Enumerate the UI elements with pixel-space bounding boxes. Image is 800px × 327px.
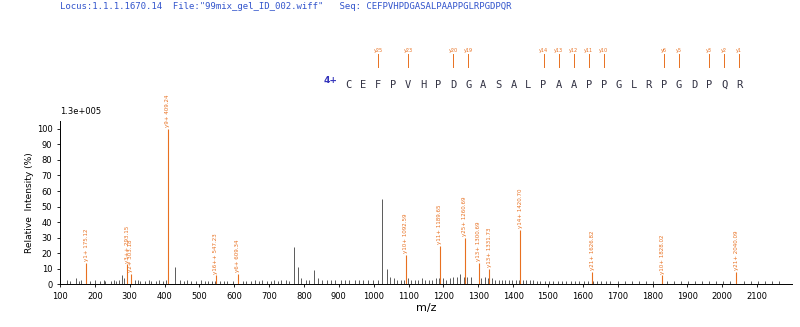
Text: y1+ 175.12: y1+ 175.12 [84, 229, 89, 261]
Text: y6: y6 [661, 48, 667, 53]
Text: y16++ 547.23: y16++ 547.23 [214, 233, 218, 274]
Text: y5: y5 [676, 48, 682, 53]
Text: A: A [570, 80, 577, 90]
Y-axis label: Relative  Intensity (%): Relative Intensity (%) [25, 152, 34, 253]
Text: P: P [586, 80, 592, 90]
Text: Locus:1.1.1.1670.14  File:"99mix_gel_ID_002.wiff"   Seq: CEFPVHPDGASALPAAPPGLRPG: Locus:1.1.1.1670.14 File:"99mix_gel_ID_0… [60, 2, 511, 11]
Text: y14: y14 [539, 48, 548, 53]
Text: y21+ 1626.82: y21+ 1626.82 [590, 231, 594, 270]
Text: y11+ 1189.65: y11+ 1189.65 [438, 204, 442, 244]
Text: G: G [615, 80, 622, 90]
Text: 4+: 4+ [323, 76, 338, 85]
Text: D: D [450, 80, 457, 90]
Text: A: A [480, 80, 486, 90]
Text: y2+ 303.18: y2+ 303.18 [128, 240, 134, 272]
Text: y23: y23 [403, 48, 413, 53]
X-axis label: m/z: m/z [416, 302, 436, 313]
Text: y12: y12 [569, 48, 578, 53]
Text: V: V [405, 80, 411, 90]
Text: P: P [435, 80, 442, 90]
Text: C: C [345, 80, 351, 90]
Text: y13+ 1331.73: y13+ 1331.73 [487, 228, 492, 267]
Text: y19: y19 [464, 48, 473, 53]
Text: P: P [601, 80, 607, 90]
Text: y11: y11 [584, 48, 594, 53]
Text: A: A [555, 80, 562, 90]
Text: Q: Q [721, 80, 727, 90]
Text: y9+ 409.24: y9+ 409.24 [166, 95, 170, 127]
Text: y3++ 293.15: y3++ 293.15 [125, 225, 130, 263]
Text: P: P [706, 80, 712, 90]
Text: y10: y10 [599, 48, 608, 53]
Text: L: L [526, 80, 532, 90]
Text: P: P [390, 80, 396, 90]
Text: G: G [465, 80, 471, 90]
Text: 1.3e+005: 1.3e+005 [60, 107, 101, 116]
Text: H: H [420, 80, 426, 90]
Text: y25: y25 [374, 48, 382, 53]
Text: y1: y1 [736, 48, 742, 53]
Text: L: L [630, 80, 637, 90]
Text: D: D [690, 80, 697, 90]
Text: F: F [375, 80, 382, 90]
Text: E: E [360, 80, 366, 90]
Text: y14+ 1420.70: y14+ 1420.70 [518, 189, 523, 229]
Text: A: A [510, 80, 517, 90]
Text: S: S [495, 80, 502, 90]
Text: y10+ 1828.02: y10+ 1828.02 [660, 234, 665, 274]
Text: y2: y2 [721, 48, 727, 53]
Text: y20: y20 [449, 48, 458, 53]
Text: y3: y3 [706, 48, 712, 53]
Text: y13+ 1300.69: y13+ 1300.69 [476, 222, 481, 261]
Text: y21+ 2040.09: y21+ 2040.09 [734, 231, 738, 270]
Text: P: P [540, 80, 546, 90]
Text: P: P [661, 80, 667, 90]
Text: y10+ 1092.59: y10+ 1092.59 [403, 214, 409, 253]
Text: R: R [646, 80, 652, 90]
Text: y13: y13 [554, 48, 563, 53]
Text: y6+ 609.34: y6+ 609.34 [235, 240, 240, 272]
Text: R: R [736, 80, 742, 90]
Text: y25+ 1260.69: y25+ 1260.69 [462, 197, 467, 236]
Text: G: G [676, 80, 682, 90]
